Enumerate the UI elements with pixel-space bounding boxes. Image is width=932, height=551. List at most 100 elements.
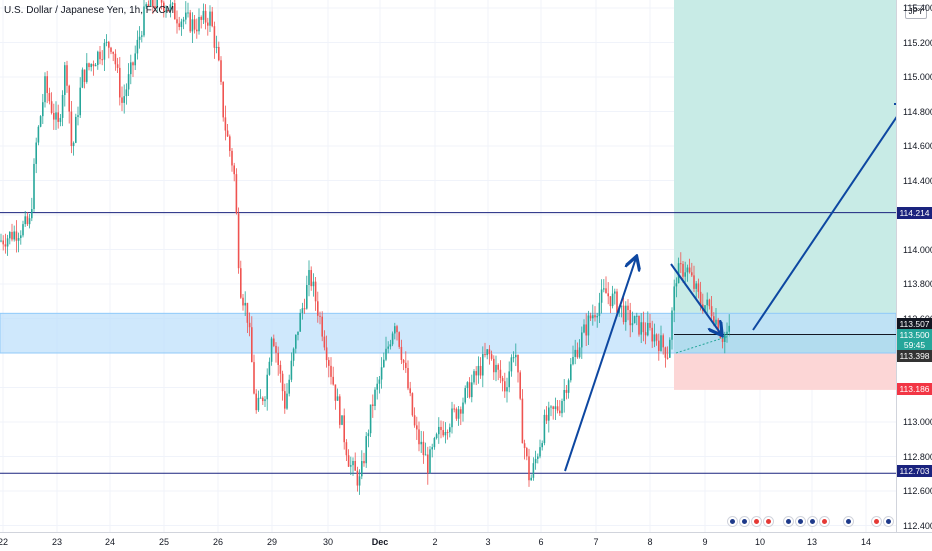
candle-body [361,461,363,477]
candle-body [350,465,352,467]
candle-body [574,349,576,357]
candle-body [332,376,334,385]
candle-body [451,408,453,428]
candle-body [165,10,167,12]
candle-body [220,60,222,82]
candle-body [13,231,15,240]
candle-body [625,305,627,323]
candle-body [22,224,24,236]
position-dashed-line [675,335,731,354]
candle-body [427,454,429,473]
us-flag-icon[interactable] [739,516,750,527]
candle-body [473,371,475,383]
candle-body [306,285,308,309]
time-tick-label: 30 [322,537,334,547]
time-tick-label: 10 [754,537,766,547]
candle-body [246,302,249,323]
candle-body [418,429,420,445]
candle-body [565,389,568,393]
candle-body [490,354,493,359]
jp-flag-icon[interactable] [871,516,882,527]
candle-body [244,302,246,306]
candle-body [603,288,605,290]
candle-body [383,359,385,368]
price-axis-label: 114.214 [897,207,932,219]
candle-body [215,46,218,48]
candle-body [299,312,301,332]
candle-body [145,4,147,7]
us-flag-icon[interactable] [727,516,738,527]
jp-flag-icon[interactable] [763,516,774,527]
us-flag-icon[interactable] [795,516,806,527]
candle-body [442,430,444,436]
candle-body [543,414,546,444]
economic-events-group-1[interactable] [727,516,774,527]
candle-body [11,231,13,240]
candle-body [512,357,515,359]
economic-events-group-2[interactable] [783,516,830,527]
candle-body [374,389,376,406]
candle-body [169,4,172,11]
candle-body [97,51,99,65]
candle-body [237,213,240,269]
candle-body [484,354,486,356]
candle-body [638,315,640,335]
candle-body [471,382,473,398]
time-axis[interactable] [0,532,932,551]
candle-body [352,461,354,466]
candle-body [182,19,185,22]
candle-body [600,289,603,303]
candle-body [103,43,106,60]
candle-body [620,305,623,307]
candle-body [154,6,156,8]
candle-body [286,393,288,409]
candle-body [719,334,722,339]
candle-body [438,426,440,435]
candle-body [440,426,442,431]
candle-body [17,238,20,241]
candle-body [77,115,79,117]
candle-body [697,283,700,292]
candle-body [268,361,271,375]
currency-badge[interactable]: JPY [905,5,927,19]
price-axis[interactable] [896,0,932,532]
candle-body [365,436,367,464]
candle-body [673,286,675,311]
candle-body [636,315,638,317]
us-flag-icon[interactable] [783,516,794,527]
candle-body [191,19,194,32]
candle-body [251,327,253,363]
candle-body [68,85,70,112]
candle-body [356,470,359,486]
support-zone [0,312,897,354]
price-tick-label: 115.000 [903,72,932,82]
us-flag-icon[interactable] [807,516,818,527]
candle-body [585,324,587,336]
candle-body [99,51,101,60]
candle-body [130,62,132,75]
candle-body [171,3,174,5]
economic-events-group-3[interactable] [843,516,854,527]
candle-body [488,349,491,355]
us-flag-icon[interactable] [883,516,894,527]
candle-body [424,454,427,456]
candle-body [290,360,293,380]
jp-flag-icon[interactable] [819,516,830,527]
candle-body [226,130,229,137]
time-tick-label: 25 [158,537,170,547]
candle-body [147,4,150,6]
candle-body [380,367,383,380]
candle-body [589,315,592,319]
candle-body [180,21,183,27]
jp-flag-icon[interactable] [751,516,762,527]
candle-body [715,319,717,325]
candle-body [50,101,53,113]
economic-events-group-4[interactable] [871,516,894,527]
candle-body [72,142,75,147]
candle-body [204,10,207,23]
candle-body [592,315,594,319]
candle-body [240,268,242,298]
us-flag-icon[interactable] [843,516,854,527]
